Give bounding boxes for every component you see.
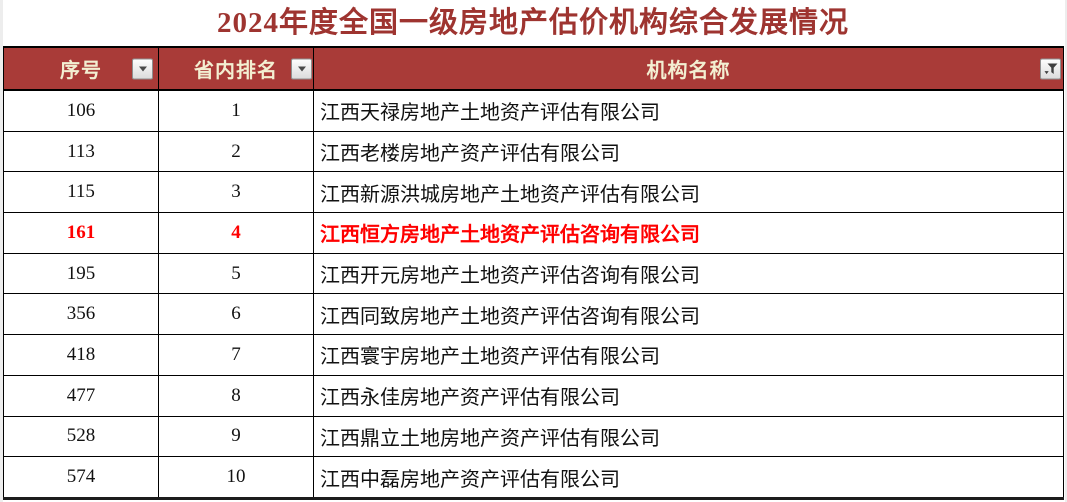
seq-cell: 161	[3, 212, 159, 254]
org-name-cell: 江西鼎立土地房地产资产评估有限公司	[313, 415, 1064, 458]
header-seq-label: 序号	[60, 60, 102, 82]
table-row: 195 5 江西开元房地产土地资产评估咨询有限公司	[3, 252, 1064, 295]
rank-cell: 8	[158, 374, 314, 417]
seq-cell: 418	[3, 334, 159, 376]
table-row-highlighted: 161 4 江西恒方房地产土地资产评估咨询有限公司	[3, 212, 1064, 254]
seq-cell: 574	[3, 456, 159, 500]
chevron-down-icon	[138, 66, 147, 71]
header-org-name-label: 机构名称	[646, 60, 731, 82]
table-row: 418 7 江西寰宇房地产土地资产评估有限公司	[3, 334, 1064, 376]
header-row: 序号 省内排名 机构名称	[3, 46, 1064, 91]
header-rank: 省内排名	[158, 46, 314, 91]
org-name-cell: 江西开元房地产土地资产评估咨询有限公司	[313, 252, 1064, 295]
org-name-cell: 江西永佳房地产资产评估有限公司	[313, 374, 1064, 417]
table-row: 113 2 江西老楼房地产资产评估有限公司	[3, 130, 1064, 173]
left-edge-strip	[0, 0, 3, 502]
seq-cell: 106	[3, 89, 159, 132]
chevron-down-icon	[297, 66, 306, 71]
header-seq: 序号	[3, 46, 159, 91]
name-filter-funnel-button[interactable]	[1040, 58, 1061, 79]
org-name-cell: 江西寰宇房地产土地资产评估有限公司	[313, 334, 1064, 376]
right-edge-strip	[1065, 0, 1067, 502]
ranking-table: 序号 省内排名 机构名称	[3, 46, 1064, 500]
rank-cell: 7	[158, 334, 314, 376]
header-org-name: 机构名称	[313, 46, 1064, 91]
org-name-cell: 江西新源洪城房地产土地资产评估有限公司	[313, 171, 1064, 214]
seq-cell: 195	[3, 252, 159, 295]
seq-cell: 356	[3, 293, 159, 336]
filter-funnel-icon	[1044, 63, 1057, 74]
rank-cell: 4	[158, 212, 314, 254]
rank-cell: 10	[158, 456, 314, 500]
rank-filter-dropdown-button[interactable]	[291, 58, 312, 79]
table-row: 574 10 江西中磊房地产资产评估有限公司	[3, 456, 1064, 500]
org-name-cell: 江西恒方房地产土地资产评估咨询有限公司	[313, 212, 1064, 254]
table-row: 356 6 江西同致房地产土地资产评估咨询有限公司	[3, 293, 1064, 336]
seq-cell: 115	[3, 171, 159, 214]
rank-cell: 2	[158, 130, 314, 173]
page-title: 2024年度全国一级房地产估价机构综合发展情况	[216, 7, 849, 39]
org-name-cell: 江西中磊房地产资产评估有限公司	[313, 456, 1064, 500]
seq-filter-dropdown-button[interactable]	[132, 58, 153, 79]
seq-cell: 477	[3, 374, 159, 417]
table-row: 528 9 江西鼎立土地房地产资产评估有限公司	[3, 415, 1064, 458]
table-row: 477 8 江西永佳房地产资产评估有限公司	[3, 374, 1064, 417]
org-name-cell: 江西老楼房地产资产评估有限公司	[313, 130, 1064, 173]
org-name-cell: 江西天禄房地产土地资产评估有限公司	[313, 89, 1064, 132]
seq-cell: 113	[3, 130, 159, 173]
header-rank-label: 省内排名	[194, 60, 278, 82]
rank-cell: 6	[158, 293, 314, 336]
table-body: 106 1 江西天禄房地产土地资产评估有限公司 113 2 江西老楼房地产资产评…	[3, 89, 1064, 500]
rank-cell: 3	[158, 171, 314, 214]
seq-cell: 528	[3, 415, 159, 458]
rank-cell: 9	[158, 415, 314, 458]
table-row: 106 1 江西天禄房地产土地资产评估有限公司	[3, 89, 1064, 132]
rank-cell: 1	[158, 89, 314, 132]
table-row: 115 3 江西新源洪城房地产土地资产评估有限公司	[3, 171, 1064, 214]
org-name-cell: 江西同致房地产土地资产评估咨询有限公司	[313, 293, 1064, 336]
rank-cell: 5	[158, 252, 314, 295]
